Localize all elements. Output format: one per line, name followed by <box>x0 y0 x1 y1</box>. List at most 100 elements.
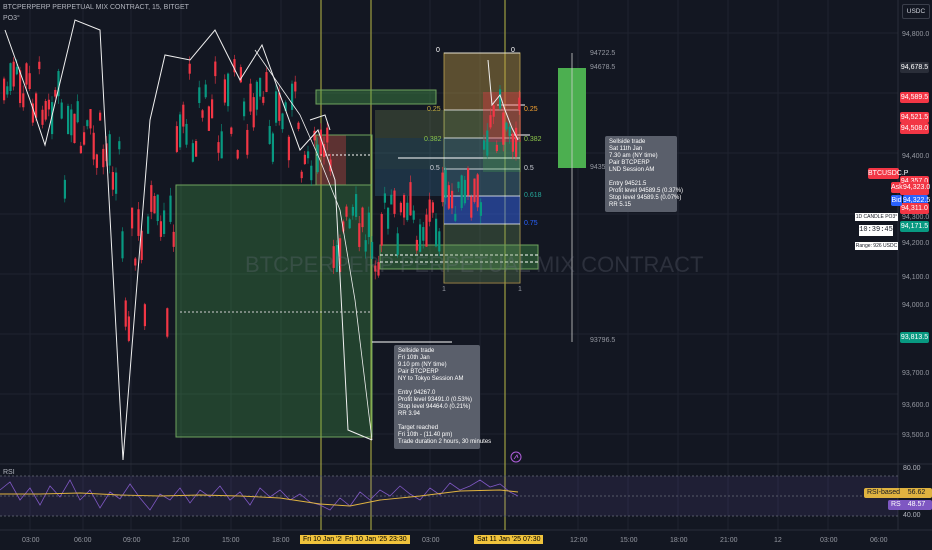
candle <box>271 133 274 162</box>
tooltip-line: Trade duration 2 hours, 30 minutes <box>398 439 492 445</box>
candle <box>518 97 521 110</box>
candle <box>182 104 185 127</box>
fib-label-1b: 1 <box>518 286 522 293</box>
candle <box>246 129 249 155</box>
time-label: 06:00 <box>74 537 92 544</box>
tooltip-line: NY to Tokyo Session AM <box>398 376 464 382</box>
candle <box>351 206 354 216</box>
candle <box>339 238 342 272</box>
candle <box>147 216 150 234</box>
time-label: 03:00 <box>820 537 838 544</box>
tooltip-line: Stop level 94589.5 (0.07%) <box>609 195 682 201</box>
candle <box>121 231 124 259</box>
grid <box>0 0 898 530</box>
candle <box>275 91 278 123</box>
candle <box>444 170 447 198</box>
candle <box>409 182 412 216</box>
candle <box>252 97 255 128</box>
tooltip-line: 7.30 am (NY time) <box>609 153 658 159</box>
candle <box>195 141 198 157</box>
price-label-po3: 94678.5 <box>590 64 616 71</box>
candle <box>89 109 92 129</box>
candle <box>358 223 361 247</box>
candle <box>111 172 114 190</box>
candle <box>278 92 281 121</box>
fib-box[interactable] <box>443 52 521 284</box>
price-tag: 94,171.5 <box>900 221 929 232</box>
candle <box>54 89 57 97</box>
candle <box>201 110 204 118</box>
tooltip-line: RR 5.15 <box>609 202 632 208</box>
tooltip-line: Stop level 94464.0 (0.21%) <box>398 404 471 410</box>
candle <box>502 112 505 145</box>
candle <box>204 84 207 98</box>
candle <box>31 103 34 123</box>
candle <box>287 136 290 161</box>
fib-label-0382: 0.382 <box>524 136 542 143</box>
candle <box>166 308 169 337</box>
candle <box>124 300 127 327</box>
candle <box>451 190 454 209</box>
candle <box>419 224 422 252</box>
candle <box>476 174 479 208</box>
tooltip-line: Profit level 94589.5 (0.37%) <box>609 188 684 194</box>
time-label: 06:00 <box>870 537 888 544</box>
candle <box>214 61 217 77</box>
rsi-ma-value: 56.62 <box>901 488 932 498</box>
price-axis[interactable] <box>898 0 932 550</box>
time-label: 21:00 <box>720 537 738 544</box>
price-tick: 94,100.0 <box>902 274 930 281</box>
tooltip-line: Pair BTCPERP <box>398 369 439 375</box>
candle <box>479 202 482 216</box>
price-tag: 94,508.0 <box>900 123 929 134</box>
candle <box>438 231 441 252</box>
candle <box>57 71 60 97</box>
tooltip-line: Fri 10th - (11.40 pm) <box>398 432 453 438</box>
fib-label-025b: 0.25 <box>427 106 441 113</box>
candle <box>262 96 265 103</box>
candle <box>489 115 492 128</box>
fib-label-075: 0.75 <box>524 220 538 227</box>
price-tag: 94,521.5 <box>900 112 929 123</box>
trade1-profit-zone[interactable] <box>175 184 373 438</box>
candle <box>291 83 294 110</box>
indicator-line[interactable]: PO3° <box>3 15 20 22</box>
candle <box>79 145 82 154</box>
candle <box>134 258 137 266</box>
price-tag: BTCUSDC.P <box>868 168 909 179</box>
candle <box>207 106 210 131</box>
candle <box>374 265 377 272</box>
candle <box>249 83 252 112</box>
candle <box>492 105 495 117</box>
alert-icon[interactable] <box>510 451 522 463</box>
tooltip-line <box>398 383 476 390</box>
supply-zone[interactable] <box>315 89 437 105</box>
candle <box>19 70 22 104</box>
candle <box>268 126 271 145</box>
rsi-title[interactable]: RSI <box>3 469 15 476</box>
candle <box>505 122 508 130</box>
demand-zone[interactable] <box>379 244 539 270</box>
candle <box>41 109 44 125</box>
candle <box>44 100 47 120</box>
candle <box>140 230 143 260</box>
candle <box>159 221 162 237</box>
po3-range: Range: 926 USDC <box>855 242 898 250</box>
fib-label-05b: 0.5 <box>430 165 440 172</box>
candle <box>319 129 322 155</box>
tooltip-line: Target reached <box>398 425 439 431</box>
rsi-ma-line <box>0 489 519 507</box>
symbol-line[interactable]: BTCPERPERP PERPETUAL MIX CONTRACT, 15, B… <box>3 4 189 11</box>
currency-button[interactable]: USDC <box>902 4 930 19</box>
time-highlight-3: Sat 11 Jan '25 07:30 <box>474 535 544 544</box>
candle <box>348 219 351 229</box>
candle <box>198 87 201 104</box>
price-label-high: 94722.5 <box>590 50 616 57</box>
candle <box>364 240 367 252</box>
candle <box>63 179 66 199</box>
ask-tag: Ask <box>891 182 903 193</box>
candle <box>227 73 230 107</box>
candle <box>143 304 146 327</box>
candle <box>9 63 12 92</box>
